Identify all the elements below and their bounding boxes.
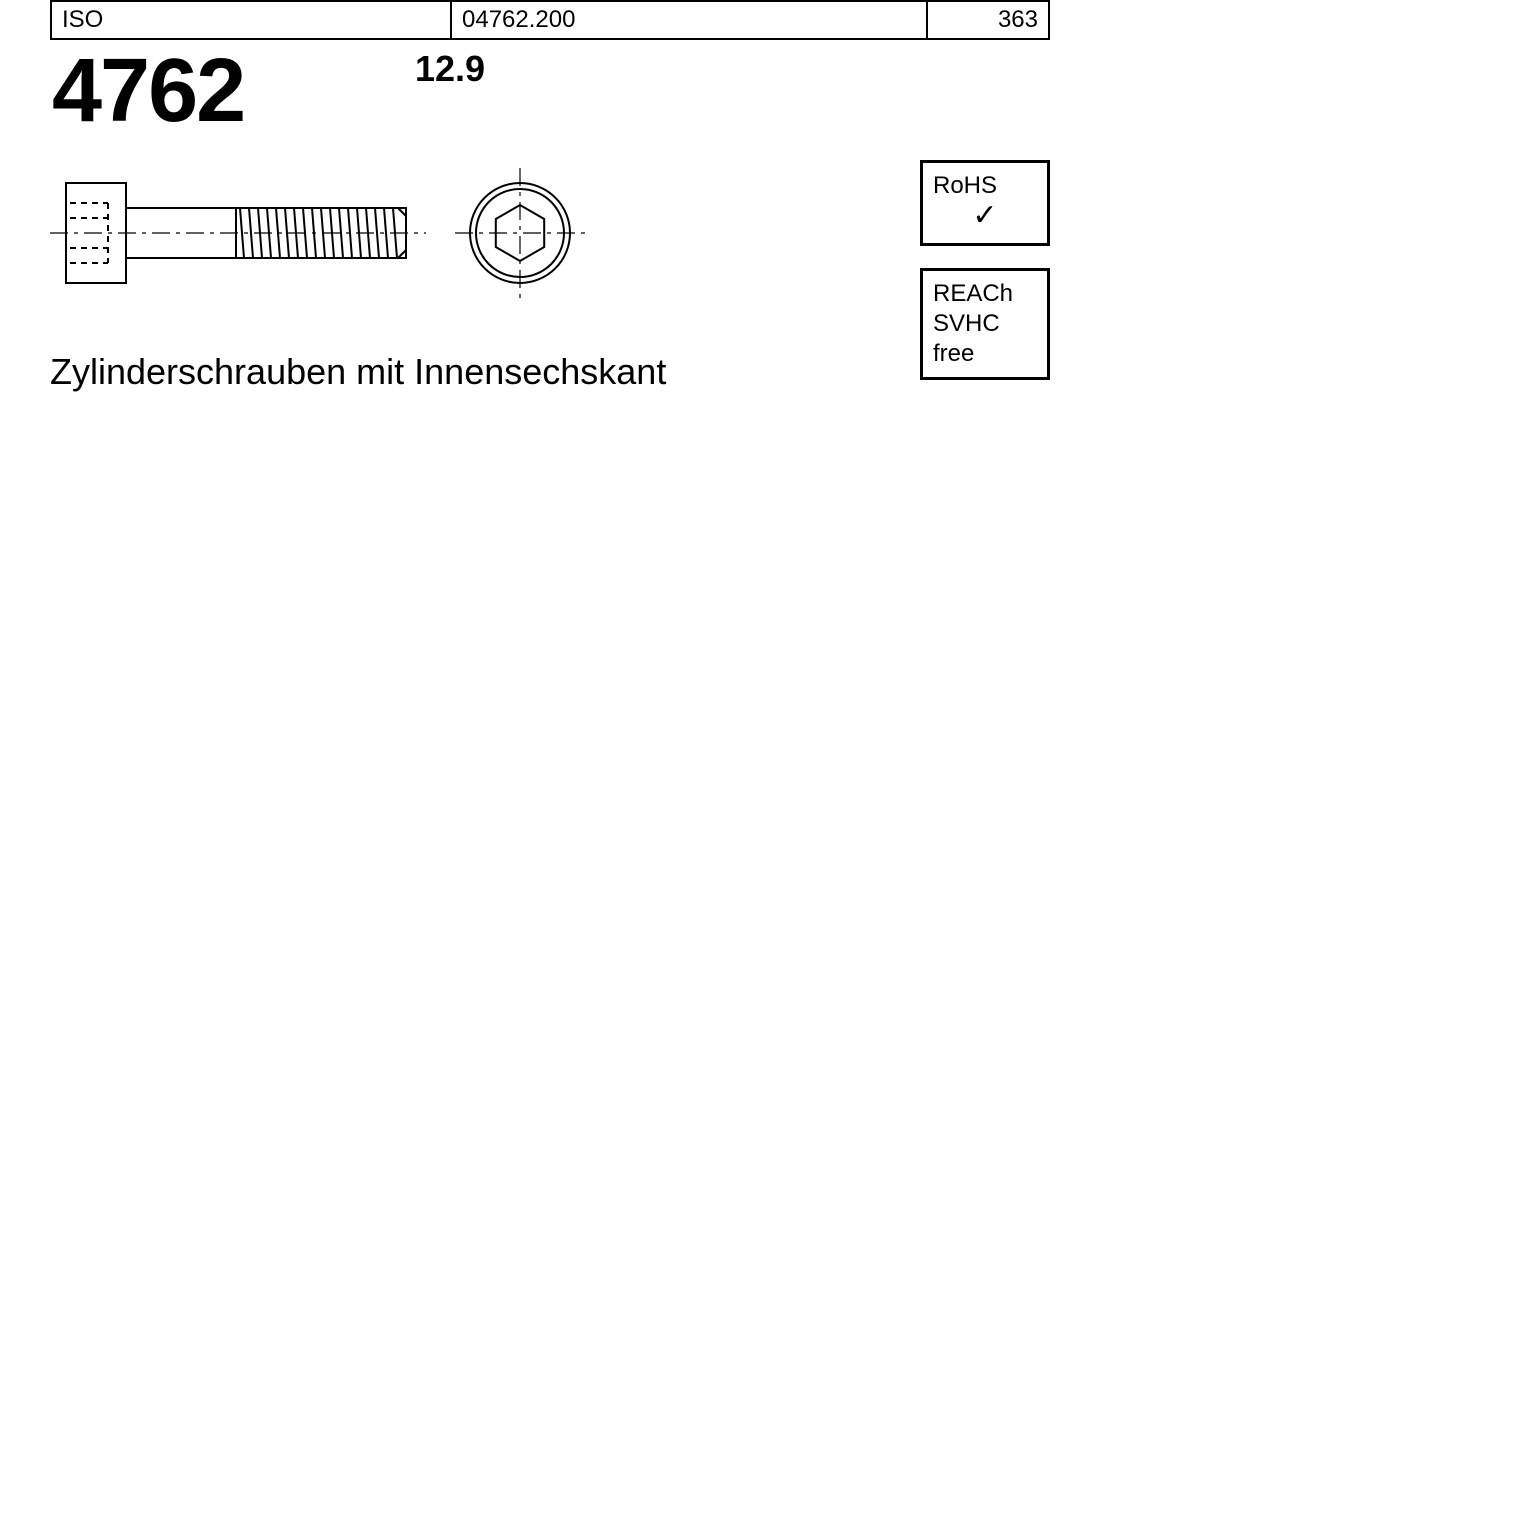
check-icon: ✓ <box>933 197 1037 235</box>
rohs-badge: RoHS ✓ <box>920 160 1050 246</box>
compliance-badges: RoHS ✓ REACh SVHC free <box>920 160 1050 402</box>
header-row: ISO 04762.200 363 <box>50 0 1050 40</box>
reach-badge: REACh SVHC free <box>920 268 1050 380</box>
strength-grade: 12.9 <box>415 48 485 90</box>
drawing-svg <box>50 163 610 313</box>
main-row: 4762 12.9 <box>50 40 1050 143</box>
rohs-label: RoHS <box>933 172 997 199</box>
reach-line1: REACh <box>933 279 1037 309</box>
header-code: 04762.200 <box>452 2 928 38</box>
technical-drawing <box>50 163 1050 343</box>
datasheet-page: ISO 04762.200 363 4762 12.9 <box>50 0 1050 393</box>
standard-number: 4762 <box>50 40 250 143</box>
header-standard-label: ISO <box>52 2 452 38</box>
header-page-number: 363 <box>928 2 1048 38</box>
reach-line3: free <box>933 339 1037 369</box>
product-description: Zylinderschrauben mit Innensechskant <box>50 351 1050 393</box>
reach-line2: SVHC <box>933 309 1037 339</box>
